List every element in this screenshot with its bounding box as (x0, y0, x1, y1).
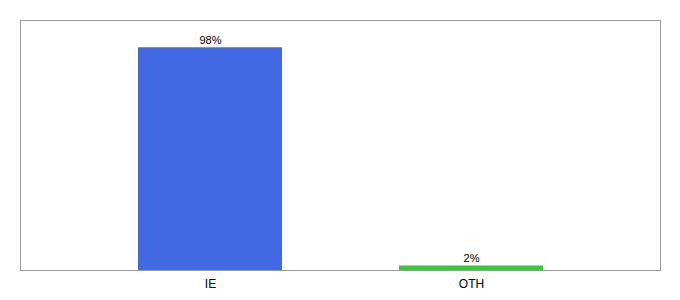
svg-text:98%: 98% (199, 34, 221, 46)
svg-text:IE: IE (205, 277, 216, 291)
svg-text:OTH: OTH (459, 277, 484, 291)
svg-text:2%: 2% (464, 252, 480, 264)
